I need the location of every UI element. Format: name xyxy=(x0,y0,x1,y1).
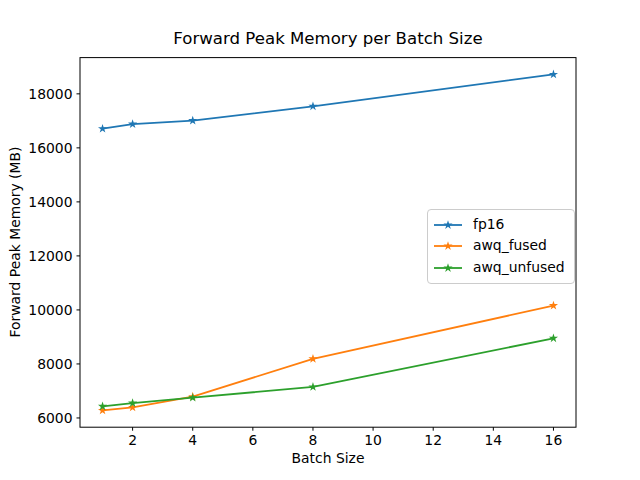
x-tick-label: 2 xyxy=(128,432,137,448)
y-tick-label: 6000 xyxy=(37,410,72,426)
chart-figure: Forward Peak Memory per Batch Size Forwa… xyxy=(0,0,640,480)
y-tick-label: 10000 xyxy=(28,302,72,318)
legend-item-awq_fused: awq_fused xyxy=(433,236,565,258)
legend-item-fp16: fp16 xyxy=(433,214,565,236)
x-tick-label: 12 xyxy=(424,432,442,448)
legend-label-fp16: fp16 xyxy=(473,218,504,232)
x-tick-label: 10 xyxy=(364,432,382,448)
legend-label-awq_unfused: awq_unfused xyxy=(473,261,565,275)
y-tick-label: 16000 xyxy=(28,140,72,156)
x-tick-label: 6 xyxy=(248,432,257,448)
legend-handle-fp16 xyxy=(433,218,463,232)
x-tick-label: 8 xyxy=(309,432,318,448)
x-tick-label: 16 xyxy=(545,432,563,448)
x-tick-label: 4 xyxy=(188,432,197,448)
legend-item-awq_unfused: awq_unfused xyxy=(433,257,565,279)
legend-handle-awq_unfused xyxy=(433,261,463,275)
y-tick-label: 18000 xyxy=(28,86,72,102)
y-tick-label: 12000 xyxy=(28,248,72,264)
legend: fp16 awq_fused awq_unfused xyxy=(427,209,575,284)
y-tick-label: 8000 xyxy=(37,356,72,372)
legend-handle-awq_fused xyxy=(433,239,463,253)
x-tick-label: 14 xyxy=(484,432,502,448)
legend-label-awq_fused: awq_fused xyxy=(473,239,547,253)
y-tick-label: 14000 xyxy=(28,194,72,210)
